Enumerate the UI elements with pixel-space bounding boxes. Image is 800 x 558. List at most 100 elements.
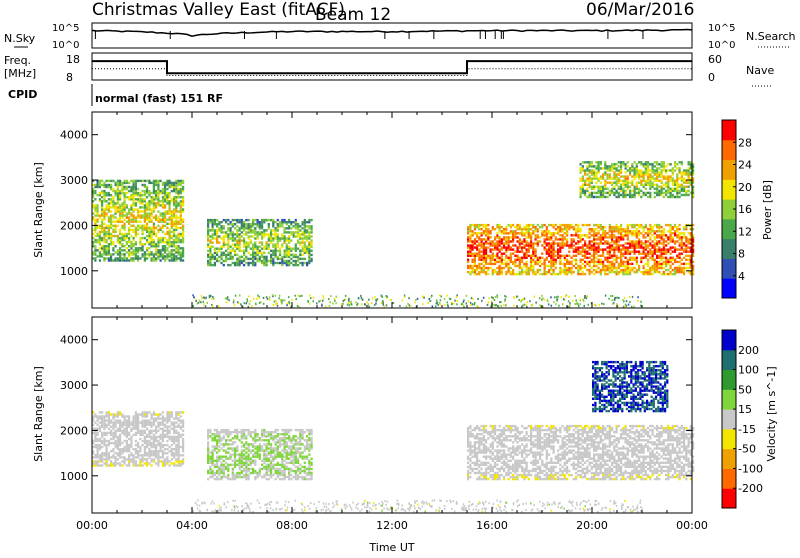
heatmap-cell xyxy=(130,243,132,245)
heatmap-cell xyxy=(683,257,685,259)
heatmap-cell xyxy=(121,448,123,450)
heatmap-cell xyxy=(146,257,148,259)
date-label: 06/Mar/2016 xyxy=(586,0,694,20)
heatmap-cell xyxy=(263,260,265,262)
heatmap-cell xyxy=(487,273,489,275)
heatmap-cell xyxy=(157,225,159,227)
heatmap-cell xyxy=(559,269,561,271)
heatmap-cell xyxy=(106,194,108,196)
heatmap-cell xyxy=(611,190,613,192)
heatmap-cell xyxy=(112,413,114,415)
heatmap-cell xyxy=(674,190,676,192)
heatmap-cell xyxy=(640,184,642,186)
heatmap-cell xyxy=(584,224,586,226)
heatmap-cell xyxy=(532,259,534,261)
heatmap-cell xyxy=(248,262,250,264)
heatmap-cell xyxy=(577,236,579,238)
heatmap-cell xyxy=(148,430,150,432)
heatmap-cell xyxy=(550,265,552,267)
heatmap-cell xyxy=(281,303,283,305)
heatmap-cell xyxy=(232,243,234,245)
heatmap-cell xyxy=(241,221,243,223)
heatmap-cell xyxy=(128,198,130,200)
heatmap-cell xyxy=(137,424,139,426)
heatmap-cell xyxy=(135,462,137,464)
heatmap-cell xyxy=(108,198,110,200)
heatmap-cell xyxy=(485,251,487,253)
heatmap-cell xyxy=(115,235,117,237)
heatmap-cell xyxy=(417,298,419,300)
heatmap-cell xyxy=(259,250,261,252)
heatmap-cell xyxy=(212,229,214,231)
heatmap-cell xyxy=(503,246,505,248)
heatmap-cell xyxy=(227,233,229,235)
heatmap-cell xyxy=(144,442,146,444)
heatmap-cell xyxy=(602,248,604,250)
heatmap-cell xyxy=(142,237,144,239)
heatmap-cell xyxy=(476,224,478,226)
heatmap-cell xyxy=(293,254,295,256)
heatmap-cell xyxy=(521,267,523,269)
heatmap-cell xyxy=(586,236,588,238)
heatmap-cell xyxy=(121,460,123,462)
heatmap-cell xyxy=(616,236,618,238)
heatmap-cell xyxy=(117,257,119,259)
heatmap-cell xyxy=(162,212,164,214)
heatmap-cell xyxy=(481,238,483,240)
heatmap-cell xyxy=(316,302,318,304)
heatmap-cell xyxy=(210,295,212,297)
heatmap-cell xyxy=(281,260,283,262)
heatmap-cell xyxy=(155,190,157,192)
heatmap-cell xyxy=(636,182,638,184)
heatmap-cell xyxy=(112,424,114,426)
heatmap-cell xyxy=(178,210,180,212)
heatmap-cell xyxy=(616,255,618,257)
heatmap-cell xyxy=(517,246,519,248)
heatmap-cell xyxy=(250,225,252,227)
heatmap-cell xyxy=(137,428,139,430)
heatmap-cell xyxy=(261,248,263,250)
heatmap-cell xyxy=(582,251,584,253)
heatmap-cell xyxy=(169,229,171,231)
heatmap-cell xyxy=(162,253,164,255)
heatmap-cell xyxy=(564,226,566,228)
heatmap-cell xyxy=(600,161,602,163)
heatmap-cell xyxy=(562,236,564,238)
heatmap-cell xyxy=(272,254,274,256)
heatmap-cell xyxy=(225,260,227,262)
heatmap-cell xyxy=(112,417,114,419)
heatmap-cell xyxy=(227,229,229,231)
heatmap-cell xyxy=(631,163,633,165)
heatmap-cell xyxy=(589,228,591,230)
heatmap-cell xyxy=(618,271,620,273)
heatmap-cell xyxy=(128,237,130,239)
heatmap-cell xyxy=(207,229,209,231)
heatmap-cell xyxy=(101,432,103,434)
heatmap-cell xyxy=(124,432,126,434)
heatmap-cell xyxy=(577,251,579,253)
heatmap-cell xyxy=(243,246,245,248)
heatmap-cell xyxy=(645,255,647,257)
heatmap-cell xyxy=(550,251,552,253)
heatmap-cell xyxy=(119,198,121,200)
heatmap-cell xyxy=(164,237,166,239)
heatmap-cell xyxy=(284,229,286,231)
heatmap-cell xyxy=(492,255,494,257)
heatmap-cell xyxy=(627,180,629,182)
heatmap-cell xyxy=(593,224,595,226)
heatmap-cell xyxy=(121,182,123,184)
heatmap-cell xyxy=(247,298,249,300)
heatmap-cell xyxy=(263,246,265,248)
heatmap-cell xyxy=(254,264,256,266)
heatmap-cell xyxy=(130,421,132,423)
heatmap-cell xyxy=(649,184,651,186)
heatmap-cell xyxy=(604,248,606,250)
heatmap-cell xyxy=(254,241,256,243)
heatmap-cell xyxy=(613,175,615,177)
heatmap-cell xyxy=(218,221,220,223)
heatmap-cell xyxy=(647,165,649,167)
heatmap-cell xyxy=(649,226,651,228)
heatmap-cell xyxy=(580,303,582,305)
heatmap-cell xyxy=(128,417,130,419)
heatmap-cell xyxy=(108,428,110,430)
